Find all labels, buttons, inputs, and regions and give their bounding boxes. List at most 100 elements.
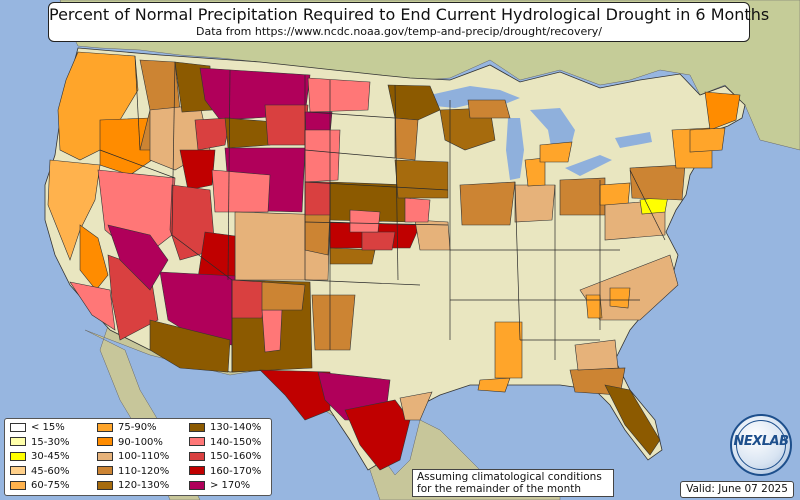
- region-wyoming-west: [179, 149, 216, 191]
- region-eastern-montana: [264, 104, 309, 146]
- legend-swatch: [189, 466, 205, 475]
- region-maine: [704, 91, 741, 131]
- legend-swatch: [189, 451, 205, 461]
- map-title: Percent of Normal Precipitation Required…: [49, 5, 770, 24]
- legend-item: 110-120%: [97, 466, 169, 479]
- logo-text: NEXLAB: [733, 434, 789, 449]
- region-mass: [689, 127, 726, 153]
- legend-item: 100-110%: [97, 451, 169, 464]
- state-borders: [99, 55, 666, 372]
- region-ohio: [559, 177, 606, 216]
- legend-swatch: [97, 437, 113, 446]
- legend: < 15% 15-30% 30-45% 45-60% 60-75% 75-90% 90-10…: [4, 418, 272, 496]
- region-texas-west: [259, 369, 331, 421]
- legend-item: 75-90%: [97, 422, 157, 435]
- legend-item: > 170%: [189, 480, 250, 493]
- region-pennsylvania: [629, 164, 686, 201]
- legend-label: 15-30%: [31, 436, 70, 448]
- legend-swatch: [97, 422, 113, 432]
- legend-swatch: [10, 480, 26, 490]
- legend-swatch: [97, 480, 113, 490]
- region-kansas-east: [361, 231, 396, 251]
- title-box: Percent of Normal Precipitation Required…: [48, 2, 770, 42]
- region-california-south: [69, 281, 116, 331]
- legend-swatch: [189, 437, 205, 446]
- region-ks-pink: [349, 209, 381, 233]
- legend-item: 150-160%: [189, 451, 261, 464]
- region-texas-coast: [399, 391, 433, 421]
- valid-date-label: Valid: June 07 2025: [680, 481, 794, 498]
- region-iowa: [394, 159, 449, 199]
- legend-label: 120-130%: [118, 480, 170, 491]
- legend-swatch: [97, 466, 113, 475]
- legend-label: 75-90%: [118, 422, 157, 433]
- legend-item: 160-170%: [189, 466, 261, 479]
- region-california-central: [79, 224, 109, 291]
- drought-regions: [47, 51, 741, 471]
- region-colorado-ne: [304, 209, 331, 256]
- region-mississippi: [494, 321, 523, 379]
- region-louisiana: [477, 377, 511, 393]
- legend-label: > 170%: [210, 480, 251, 491]
- legend-label: 130-140%: [210, 422, 262, 433]
- region-ia-pink: [404, 197, 431, 223]
- nexlab-logo: NEXLAB: [730, 414, 792, 476]
- lake-erie: [565, 155, 612, 176]
- region-alabama-orange: [585, 294, 603, 319]
- legend-label: 100-110%: [118, 451, 170, 462]
- legend-item: 15-30%: [10, 437, 70, 450]
- legend-label: 150-160%: [210, 451, 262, 462]
- legend-label: 160-170%: [210, 465, 262, 477]
- region-georgia: [574, 339, 619, 371]
- region-sc-orange: [609, 287, 631, 309]
- lake-ontario: [615, 132, 652, 148]
- region-lower-mi: [539, 141, 573, 163]
- region-ne-west: [304, 181, 331, 216]
- legend-label: 30-45%: [31, 451, 70, 462]
- region-illinois: [459, 181, 516, 226]
- legend-item: 140-150%: [189, 437, 261, 450]
- legend-item: 90-100%: [97, 437, 163, 450]
- lake-michigan: [506, 118, 524, 180]
- legend-item: 60-75%: [10, 480, 70, 493]
- region-indiana: [514, 184, 556, 223]
- region-new-mexico-ne: [261, 281, 306, 311]
- logo-ring: [736, 420, 786, 470]
- legend-item: 130-140%: [189, 422, 261, 435]
- region-minnesota-south: [394, 117, 419, 161]
- region-arizona-south: [149, 319, 231, 373]
- legend-swatch: [10, 422, 26, 432]
- region-sd: [304, 129, 341, 183]
- region-kansas-south: [329, 247, 376, 265]
- region-nevada-south: [107, 224, 169, 291]
- legend-label: 110-120%: [118, 465, 170, 477]
- region-north-dakota: [307, 77, 371, 113]
- legend-item: < 15%: [10, 422, 65, 435]
- legend-label: 140-150%: [210, 436, 262, 448]
- legend-label: 45-60%: [31, 465, 70, 477]
- region-wv-orange: [599, 182, 631, 206]
- region-upper-michigan: [467, 99, 511, 119]
- assumption-note: Assuming climatological conditions for t…: [412, 469, 614, 497]
- legend-label: 60-75%: [31, 480, 70, 491]
- map-subtitle: Data from https://www.ncdc.noaa.gov/temp…: [196, 25, 602, 38]
- region-texas-south: [344, 399, 411, 471]
- region-new-mexico-central: [261, 309, 283, 353]
- region-pacific-northwest: [57, 51, 139, 161]
- legend-item: 45-60%: [10, 466, 70, 479]
- legend-label: < 15%: [31, 422, 65, 433]
- region-minnesota: [387, 84, 441, 121]
- region-new-mexico-west: [231, 279, 266, 319]
- legend-swatch: [10, 451, 26, 461]
- region-ok-panhandle: [311, 294, 356, 351]
- legend-item: 30-45%: [10, 451, 70, 464]
- legend-item: 120-130%: [97, 480, 169, 493]
- legend-swatch: [10, 466, 26, 475]
- region-wyoming-south: [211, 169, 271, 213]
- legend-swatch: [10, 437, 26, 446]
- region-michigan-orange: [524, 157, 546, 187]
- legend-swatch: [189, 480, 205, 490]
- legend-label: 90-100%: [118, 436, 163, 448]
- legend-swatch: [97, 451, 113, 461]
